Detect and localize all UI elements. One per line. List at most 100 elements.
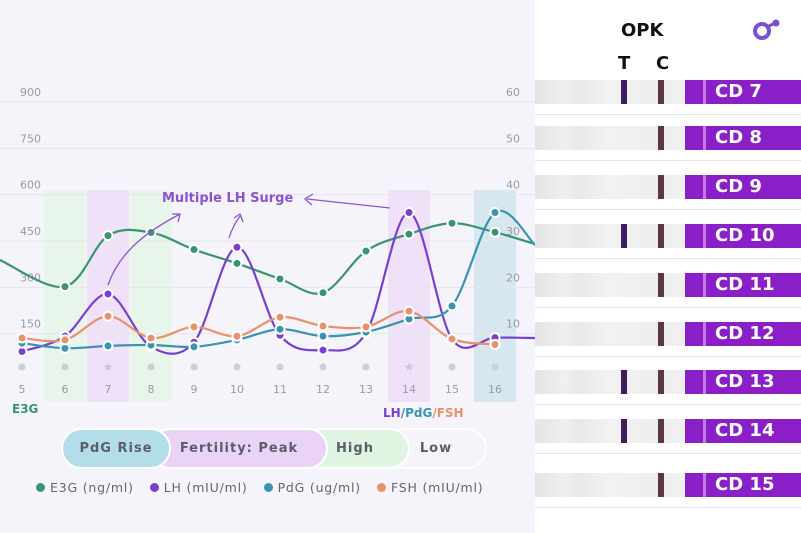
opk-panel: OPK T C CD 7 CD 8 CD 9 CD 10 CD 11 CD 12 CD 13… [535,0,801,533]
data-point [231,257,243,269]
control-line [658,419,664,443]
right-tick-label: 60 [506,86,520,99]
legend-lh: LH (mIU/ml) [149,480,248,495]
left-tick-label: 900 [20,86,41,99]
data-point [274,273,286,285]
cycle-day-label: CD 10 [685,224,801,248]
day-dot [448,363,456,371]
data-point [317,330,329,342]
cycle-day-label: CD 11 [685,273,801,297]
day-dot [147,363,155,371]
data-point [16,332,28,344]
right-axis-label: LH/PdG/FSH [383,406,464,420]
control-line [658,175,664,199]
x-tick-label: 13 [359,383,373,396]
control-line [658,322,664,346]
annotation-arrow [228,213,244,239]
annotation-label: Multiple LH Surge [162,191,293,206]
right-tick-label: 30 [506,225,520,238]
data-point [102,340,114,352]
right-tick-label: 10 [506,318,520,331]
day-dot [190,363,198,371]
opk-strip: CD 15 [535,473,801,497]
test-line [621,224,627,248]
divider [535,507,801,508]
data-point [231,241,243,253]
data-point [59,281,71,293]
control-line [658,80,664,104]
left-tick-label: 150 [20,318,41,331]
divider [535,356,801,357]
phase-band [388,190,430,402]
test-line-label: T [618,53,631,74]
day-dot [276,363,284,371]
data-point [102,230,114,242]
x-tick-label: 15 [445,383,459,396]
opk-strip: CD 9 [535,175,801,199]
legend-fsh: FSH (mIU/ml) [376,480,484,495]
control-line [658,273,664,297]
data-point [188,341,200,353]
data-point [188,244,200,256]
legend-pdg: PdG (ug/ml) [263,480,361,495]
data-point [231,330,243,342]
data-point [403,228,415,240]
annotation-arrow [107,213,181,286]
control-line [658,126,664,150]
data-point [274,311,286,323]
data-point [489,339,501,351]
control-line [658,224,664,248]
phase-pdg-rise: PdG Rise [61,428,171,469]
x-tick-label: 12 [316,383,330,396]
day-dot [233,363,241,371]
right-tick-label: 20 [506,271,520,284]
cycle-day-label: CD 12 [685,322,801,346]
data-point [145,332,157,344]
opk-strip: CD 10 [535,224,801,248]
right-tick-label: 50 [506,132,520,145]
x-tick-label: 11 [273,383,287,396]
test-line [621,80,627,104]
x-tick-label: 10 [230,383,244,396]
left-tick-label: 450 [20,225,41,238]
data-point [489,226,501,238]
data-point [360,245,372,257]
cycle-day-label: CD 9 [685,175,801,199]
data-point [317,344,329,356]
x-tick-label: 6 [62,383,69,396]
logo-icon [753,19,780,40]
divider [535,453,801,454]
data-point [317,287,329,299]
control-line-label: C [656,53,670,74]
data-point [403,206,415,218]
x-tick-label: 9 [191,383,198,396]
data-point [102,288,114,300]
divider [535,160,801,161]
data-point [489,206,501,218]
x-tick-label: 14 [402,383,416,396]
cycle-day-label: CD 15 [685,473,801,497]
control-line [658,473,664,497]
opk-strip: CD 14 [535,419,801,443]
control-line [658,370,664,394]
data-point [403,305,415,317]
data-point [59,334,71,346]
hormone-chart-panel: 150 300 450 600 750 900 10 20 30 40 50 60 5 6 7 ★ 8 9 10 11… [0,0,535,533]
x-tick-label: 5 [19,383,26,396]
x-tick-label: 7 [105,383,112,396]
phase-fertility-peak: Fertility: Peak [150,428,328,469]
data-point [102,310,114,322]
left-tick-label: 600 [20,179,41,192]
star-icon: ★ [404,360,415,374]
data-point [446,333,458,345]
opk-strip: CD 12 [535,322,801,346]
divider [535,404,801,405]
left-axis-label: E3G [12,402,39,416]
data-point [188,321,200,333]
cycle-day-label: CD 14 [685,419,801,443]
divider [535,209,801,210]
left-tick-label: 750 [20,132,41,145]
data-point [446,300,458,312]
star-icon: ★ [103,360,114,374]
